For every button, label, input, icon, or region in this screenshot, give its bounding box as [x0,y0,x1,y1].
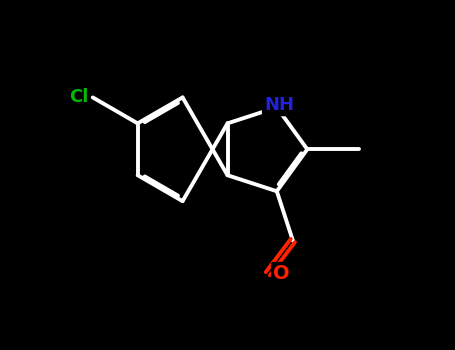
Text: NH: NH [264,96,294,114]
Text: O: O [273,264,290,283]
Text: Cl: Cl [69,89,88,106]
